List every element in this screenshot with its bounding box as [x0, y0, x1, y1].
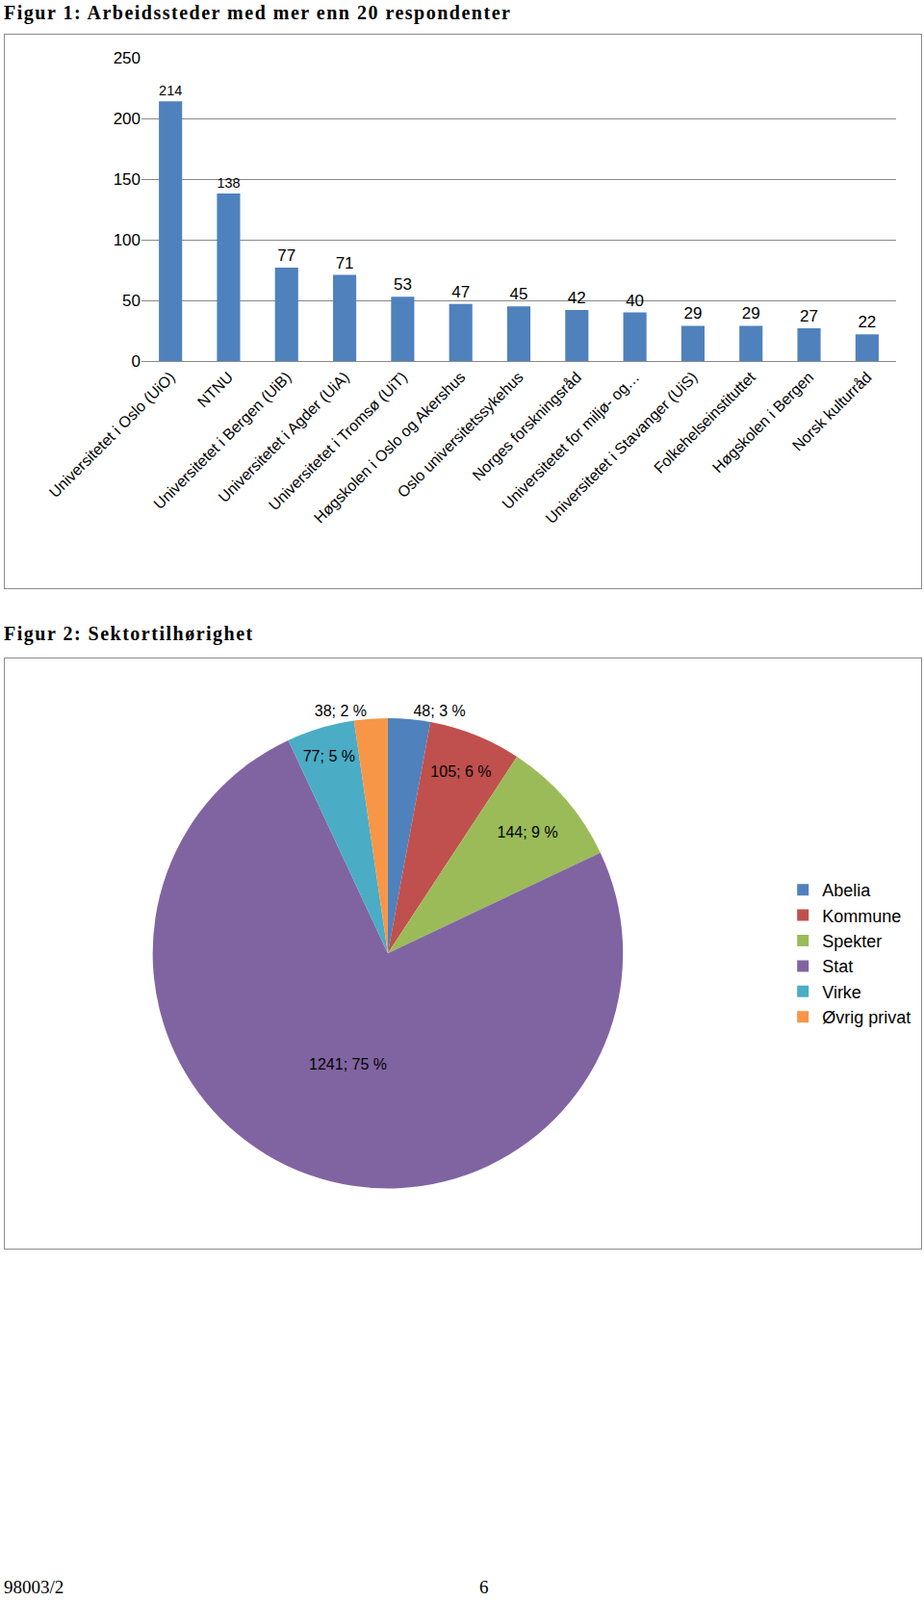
html-text:98003/2: 98003/2	[3, 1576, 64, 1597]
svg-text:Universitetet i Oslo (UiO): Universitetet i Oslo (UiO)	[46, 368, 179, 501]
svg-text:Universitetet i Tromsø (UiT): Universitetet i Tromsø (UiT)	[265, 368, 411, 514]
svg-text:Øvrig privat: Øvrig privat	[821, 1007, 911, 1027]
svg-text:45: 45	[510, 284, 529, 304]
svg-text:38; 2 %: 38; 2 %	[314, 702, 367, 719]
svg-text:29: 29	[683, 304, 702, 323]
svg-text:Universitetet i Stavanger (UiS: Universitetet i Stavanger (UiS)	[542, 368, 701, 527]
svg-text:150: 150	[113, 170, 141, 189]
svg-text:Norges forskningsråd: Norges forskningsråd	[469, 368, 586, 485]
svg-text:Universitetet i Agder (UiA): Universitetet i Agder (UiA)	[215, 368, 353, 506]
svg-text:48; 3 %: 48; 3 %	[412, 702, 465, 719]
html-text:Figur 1: Arbeidssteder med mer: Figur 1: Arbeidssteder med mer enn 20 re…	[3, 1, 512, 24]
svg-text:144; 9 %: 144; 9 %	[496, 823, 558, 841]
svg-text:77: 77	[277, 246, 296, 265]
svg-text:105; 6 %: 105; 6 %	[430, 763, 491, 780]
svg-text:Oslo universitetssykehus: Oslo universitetssykehus	[394, 368, 527, 501]
svg-text:27: 27	[799, 307, 819, 326]
svg-text:NTNU: NTNU	[194, 368, 236, 411]
svg-text:71: 71	[335, 254, 355, 273]
svg-text:50: 50	[122, 291, 141, 310]
svg-text:Høgskolen i Oslo og Akershus: Høgskolen i Oslo og Akershus	[310, 368, 469, 527]
svg-text:Universitetet i Bergen (UiB): Universitetet i Bergen (UiB)	[150, 368, 294, 513]
svg-text:Spekter: Spekter	[821, 931, 882, 951]
svg-text:77; 5 %: 77; 5 %	[303, 747, 356, 765]
svg-text:0: 0	[131, 352, 141, 371]
svg-text:40: 40	[625, 291, 644, 310]
svg-text:214: 214	[158, 82, 182, 99]
svg-text:Universitetet for miljø- og…: Universitetet for miljø- og…	[498, 368, 642, 513]
svg-text:53: 53	[393, 275, 412, 294]
svg-text:42: 42	[567, 288, 587, 308]
svg-text:200: 200	[113, 109, 141, 129]
svg-text:Virke: Virke	[821, 982, 862, 1002]
html-text:Figur 2: Sektortilhørighet: Figur 2: Sektortilhørighet	[3, 622, 254, 644]
html-text:6: 6	[479, 1576, 489, 1597]
svg-text:Stat: Stat	[821, 956, 853, 976]
svg-text:Folkehelseinstituttet: Folkehelseinstituttet	[650, 368, 759, 477]
svg-text:138: 138	[216, 175, 240, 191]
svg-text:47: 47	[451, 282, 470, 302]
svg-text:29: 29	[742, 304, 761, 323]
svg-text:Kommune: Kommune	[821, 906, 901, 926]
svg-text:22: 22	[857, 312, 876, 332]
svg-text:100: 100	[113, 231, 141, 250]
svg-text:1241; 75 %: 1241; 75 %	[308, 1055, 387, 1073]
svg-text:Abelia: Abelia	[821, 880, 872, 900]
svg-text:Norsk kulturråd: Norsk kulturråd	[789, 368, 875, 455]
svg-text:250: 250	[113, 49, 141, 68]
svg-text:Høgskolen i Bergen: Høgskolen i Bergen	[709, 368, 817, 476]
